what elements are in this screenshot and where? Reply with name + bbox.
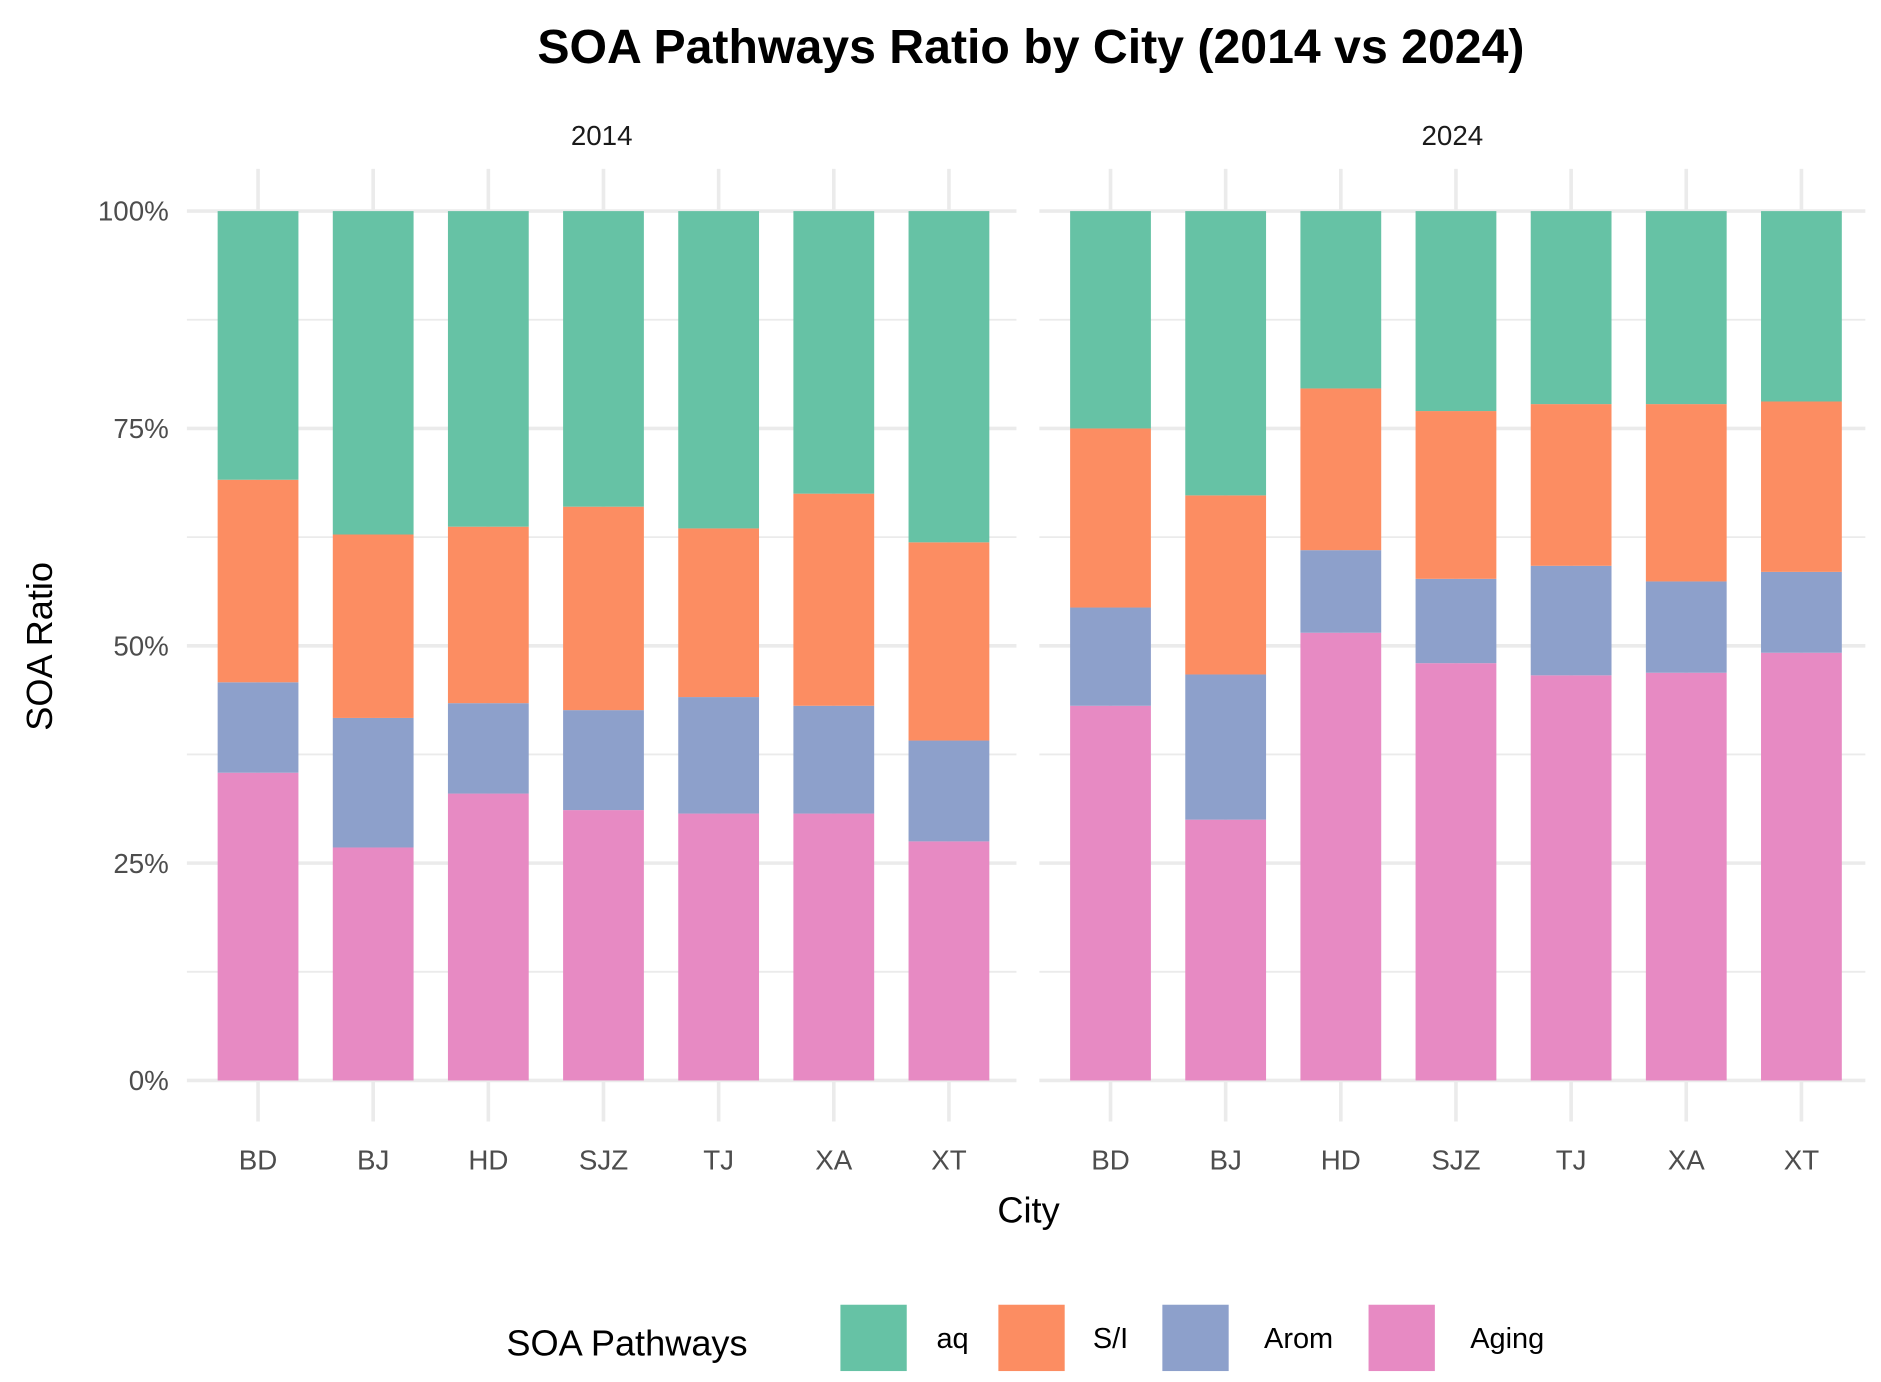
legend-key-Arom [1162,1304,1229,1372]
legend-label: aq [936,1323,968,1355]
bar-2014-TJ-aq [678,211,760,529]
bar-2014-TJ-SI [678,528,760,698]
y-tick-label: 75% [113,413,168,444]
x-tick-label: XT [1784,1145,1819,1176]
bar-2014-TJ-Aging [678,813,760,1081]
bar-2024-XA-Arom [1645,581,1727,673]
bar-2014-XA-aq [793,211,875,494]
bar-2024-XA-Aging [1645,672,1727,1081]
bar-2014-SJZ-Aging [563,810,644,1081]
bar-2024-XT-Arom [1761,571,1842,653]
x-tick-label: SJZ [1431,1145,1480,1176]
bar-2024-XT-Aging [1761,652,1842,1081]
bar-2024-XT-SI [1761,401,1842,572]
bar-2014-HD-Aging [447,793,529,1081]
bar-2014-BD-Aging [217,772,299,1081]
bar-2024-HD-Arom [1300,550,1382,633]
bar-2024-TJ-aq [1530,211,1612,405]
x-tick-label: HD [468,1145,508,1176]
bar-2014-BD-SI [217,479,299,683]
bar-2014-HD-aq [447,211,529,527]
x-tick-label: BD [239,1145,278,1176]
x-tick-label: TJ [1556,1145,1587,1176]
y-tick-label: 100% [98,196,169,227]
legend-label: Aging [1470,1323,1544,1355]
legend: SOA Pathways aq S/I Arom Aging [506,1304,1544,1372]
bar-2014-TJ-Arom [678,697,760,814]
bar-2014-HD-Arom [447,703,529,794]
facet-label: 2014 [571,120,633,151]
bar-2024-TJ-SI [1530,404,1612,566]
bar-2024-TJ-Arom [1530,565,1612,676]
bar-2024-BD-SI [1070,428,1151,608]
x-tick-label: SJZ [579,1145,628,1176]
bar-2024-BJ-SI [1185,495,1267,675]
bar-2014-XA-SI [793,493,875,706]
y-axis-title: SOA Ratio [19,562,60,731]
bar-2014-BJ-aq [332,211,414,535]
x-axis-title: City [997,1190,1059,1231]
bar-2014-XT-SI [908,542,990,741]
bar-2024-SJZ-Arom [1415,578,1497,664]
bar-2014-HD-SI [447,526,529,704]
legend-label: Arom [1264,1323,1333,1355]
bar-2014-BJ-Aging [332,847,414,1081]
bar-2014-BD-aq [217,211,299,480]
bar-2014-BJ-SI [332,534,414,718]
x-tick-label: BJ [1209,1145,1241,1176]
facet-panel-2024: 2024 BD BJ HD SJZ TJ XA XT [1039,120,1866,1176]
y-tick-label: 25% [113,848,168,879]
bar-2014-SJZ-aq [563,211,644,507]
bar-2014-XT-Aging [908,841,990,1081]
bar-2014-XA-Aging [793,813,875,1081]
bar-2014-SJZ-Arom [563,710,644,811]
legend-label: S/I [1093,1323,1128,1355]
bar-2024-SJZ-aq [1415,211,1497,412]
chart-title: SOA Pathways Ratio by City (2014 vs 2024… [537,20,1524,74]
legend-key-SI [998,1304,1065,1372]
legend-key-Aging [1368,1304,1435,1372]
legend-title: SOA Pathways [506,1322,747,1363]
bar-2024-HD-aq [1300,211,1382,389]
bar-2014-XT-Arom [908,740,990,842]
bar-2024-HD-SI [1300,388,1382,551]
bar-2024-BD-aq [1070,211,1151,429]
bar-2024-BJ-Arom [1185,674,1267,820]
bar-2024-TJ-Aging [1530,675,1612,1081]
bar-2014-BJ-Arom [332,717,414,848]
y-tick-label: 0% [129,1065,169,1096]
bar-2024-BD-Aging [1070,705,1151,1081]
bar-2024-SJZ-Aging [1415,663,1497,1081]
bar-2014-SJZ-SI [563,506,644,711]
x-tick-label: XA [815,1145,852,1176]
bar-2014-BD-Arom [217,682,299,773]
bar-2024-SJZ-SI [1415,411,1497,579]
bar-2014-XT-aq [908,211,990,543]
bar-2024-BJ-Aging [1185,819,1267,1081]
x-tick-label: BJ [357,1145,389,1176]
bar-2024-XA-SI [1645,404,1727,582]
bar-2024-XT-aq [1761,211,1842,402]
x-tick-label: XA [1668,1145,1705,1176]
x-tick-label: TJ [703,1145,734,1176]
facet-label: 2024 [1422,120,1484,151]
bar-2024-BD-Arom [1070,607,1151,706]
x-tick-label: XT [931,1145,966,1176]
bar-2014-XA-Arom [793,705,875,814]
bar-2024-BJ-aq [1185,211,1267,496]
y-tick-label: 50% [113,630,168,661]
bar-2024-XA-aq [1645,211,1727,405]
facet-panel-2014: 2014 BD BJ HD SJZ TJ XA XT [186,120,1017,1176]
bar-2024-HD-Aging [1300,632,1382,1081]
x-tick-label: BD [1091,1145,1130,1176]
legend-key-aq [840,1304,907,1372]
x-tick-label: HD [1321,1145,1361,1176]
